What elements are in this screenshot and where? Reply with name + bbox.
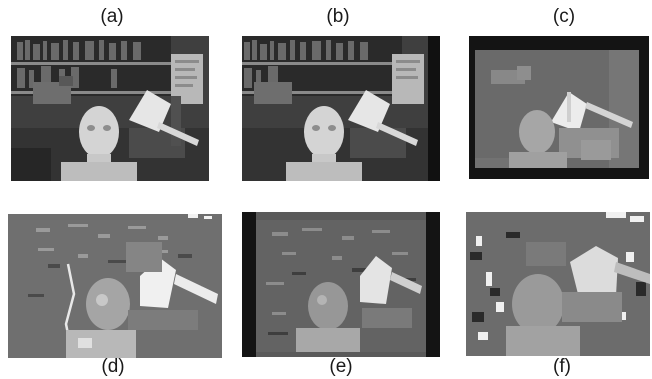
panel-f-disparity bbox=[466, 212, 650, 356]
label-b: (b) bbox=[326, 6, 350, 27]
label-e: (e) bbox=[329, 356, 353, 377]
label-d: (d) bbox=[101, 356, 125, 377]
panel-c-ground-truth bbox=[469, 36, 649, 179]
label-a: (a) bbox=[100, 6, 124, 27]
ground-truth-image bbox=[469, 36, 649, 179]
disparity-f-image bbox=[466, 212, 650, 356]
panel-e-disparity bbox=[242, 212, 440, 357]
panel-b-photo bbox=[242, 36, 440, 181]
panel-a-photo bbox=[11, 36, 209, 181]
disparity-d-image bbox=[8, 214, 222, 358]
photo-a-image bbox=[11, 36, 209, 181]
photo-b-image bbox=[242, 36, 440, 181]
disparity-e-image bbox=[242, 212, 440, 357]
label-c: (c) bbox=[552, 6, 576, 27]
label-f: (f) bbox=[553, 356, 571, 377]
panel-d-disparity bbox=[8, 214, 222, 358]
